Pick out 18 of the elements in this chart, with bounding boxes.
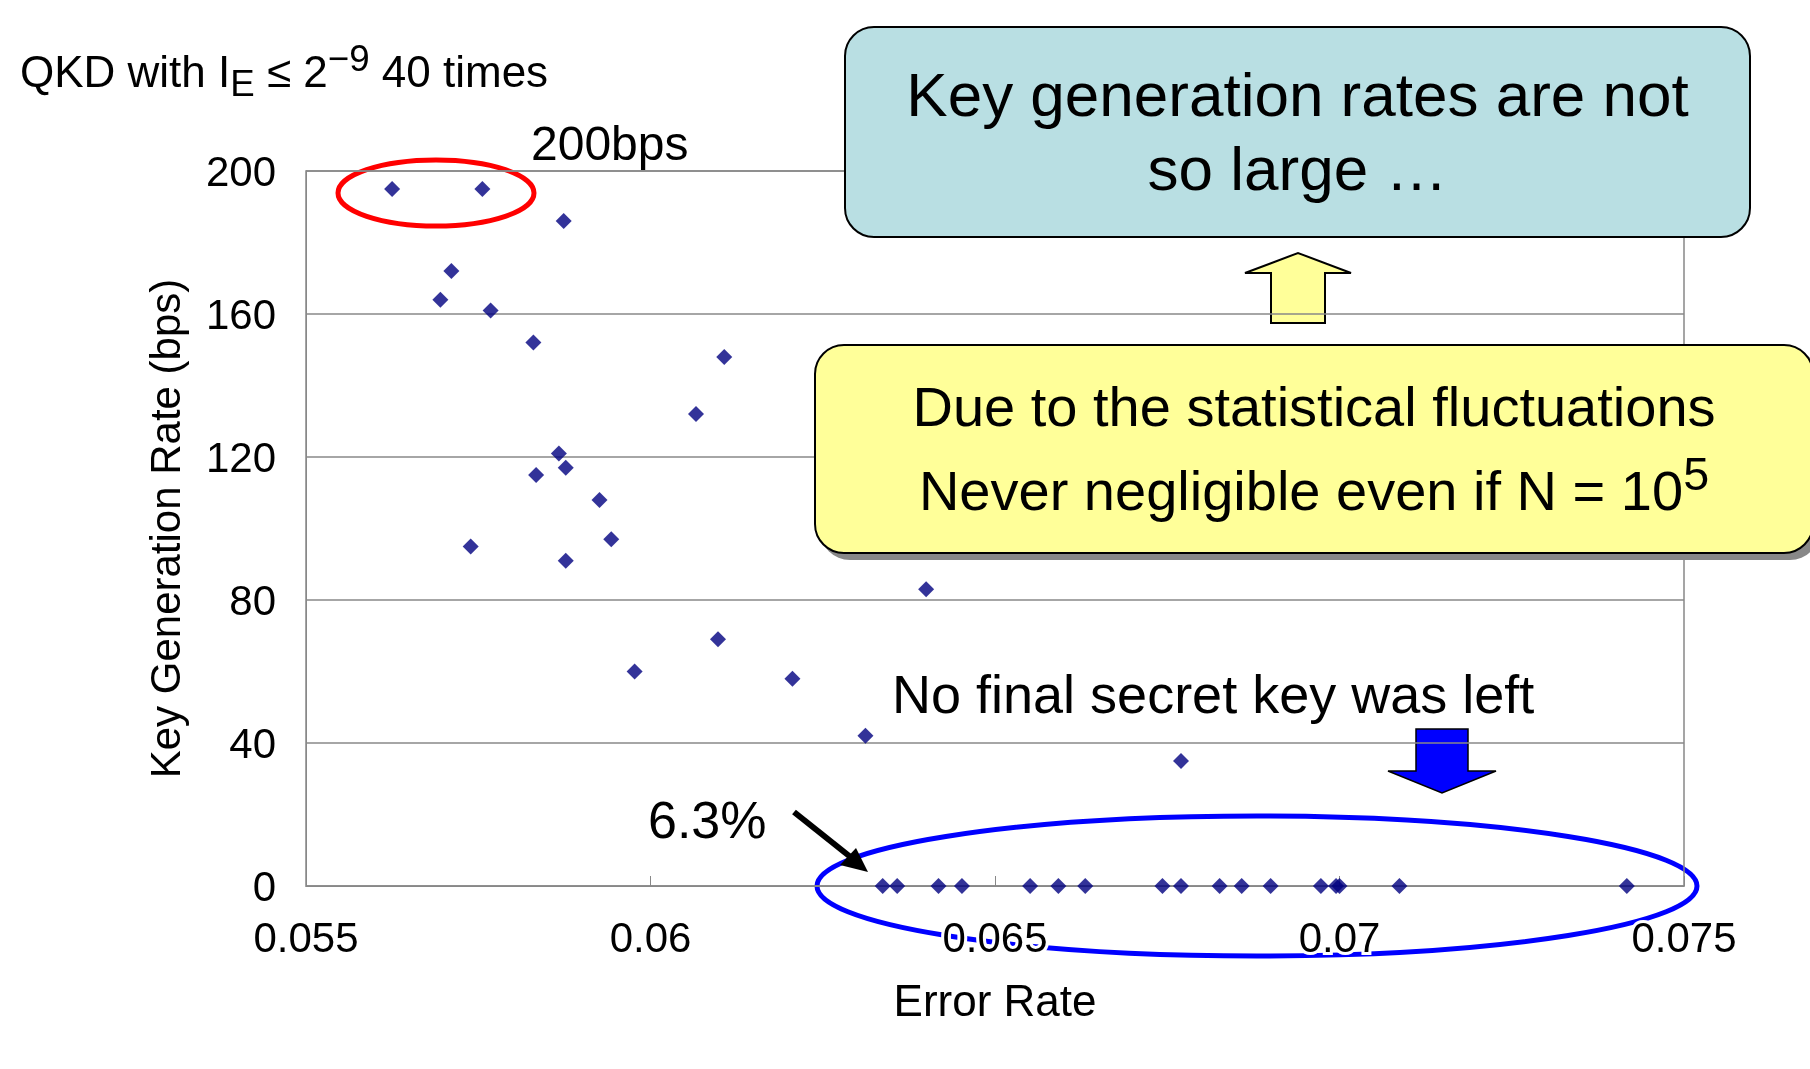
y-tick-label: 0 (252, 862, 276, 910)
text: 200bps (531, 117, 689, 170)
annotation: No final secret key was left (892, 664, 1535, 724)
x-tick-label: 0.055 (253, 913, 359, 961)
annotation: Due to the statistical fluctuations Never negligible even if N = 10$^{5}$ (911, 373, 1717, 524)
chart-title: QKD with I$_{E}$ ≤ 2$^{−9}$ 40 times (20, 38, 549, 106)
x-tick-label: 0.07 (1298, 913, 1381, 961)
annotation: Key generation rates are not so large … (905, 58, 1690, 205)
x-tick-label: 0.06 (609, 913, 692, 961)
x-axis-title: Error Rate (893, 975, 1097, 1025)
y-tick-label: 160 (205, 290, 276, 338)
y-axis-title: Key Generation Rate (bps) (141, 278, 189, 779)
y-tick-label: 200 (205, 147, 276, 195)
y-tick-label: 120 (205, 433, 276, 481)
y-tick-label: 40 (229, 719, 276, 767)
x-tick-label: 0.075 (1631, 913, 1737, 961)
y-tick-label: 80 (229, 576, 276, 624)
annotation: 6.3% (648, 791, 767, 849)
